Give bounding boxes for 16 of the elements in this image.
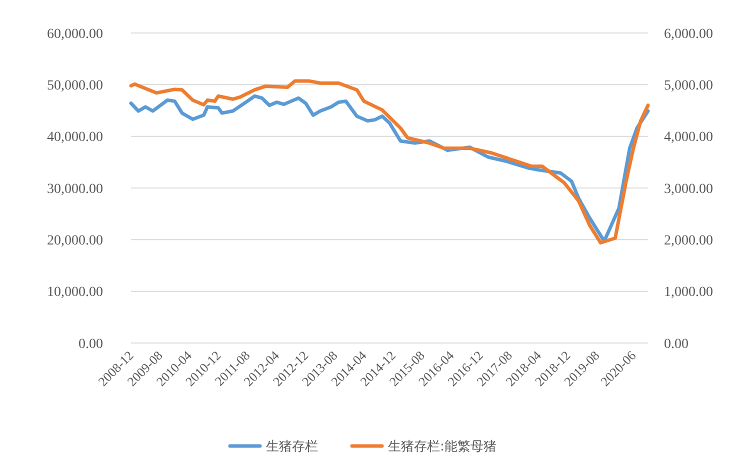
y2-tick-label: 0.00 [664, 336, 688, 352]
y-tick-label: 40,000.00 [47, 130, 103, 146]
y-tick-label: 30,000.00 [47, 182, 103, 197]
legend-label: 生猪存栏 [266, 440, 318, 455]
y-tick-label: 0.00 [78, 336, 103, 352]
legend-label: 生猪存栏:能繁母猪 [388, 440, 496, 455]
y-tick-label: 20,000.00 [47, 234, 103, 249]
y2-tick-label: 6,000.00 [664, 26, 713, 42]
y2-tick-label: 3,000.00 [664, 182, 713, 197]
y-tick-label: 10,000.00 [47, 285, 103, 300]
y2-tick-label: 4,000.00 [664, 130, 713, 146]
y2-tick-label: 2,000.00 [664, 234, 713, 249]
y2-tick-label: 1,000.00 [664, 285, 713, 300]
y-tick-label: 50,000.00 [47, 78, 103, 94]
y-tick-label: 60,000.00 [47, 26, 103, 42]
y2-tick-label: 5,000.00 [664, 78, 713, 94]
